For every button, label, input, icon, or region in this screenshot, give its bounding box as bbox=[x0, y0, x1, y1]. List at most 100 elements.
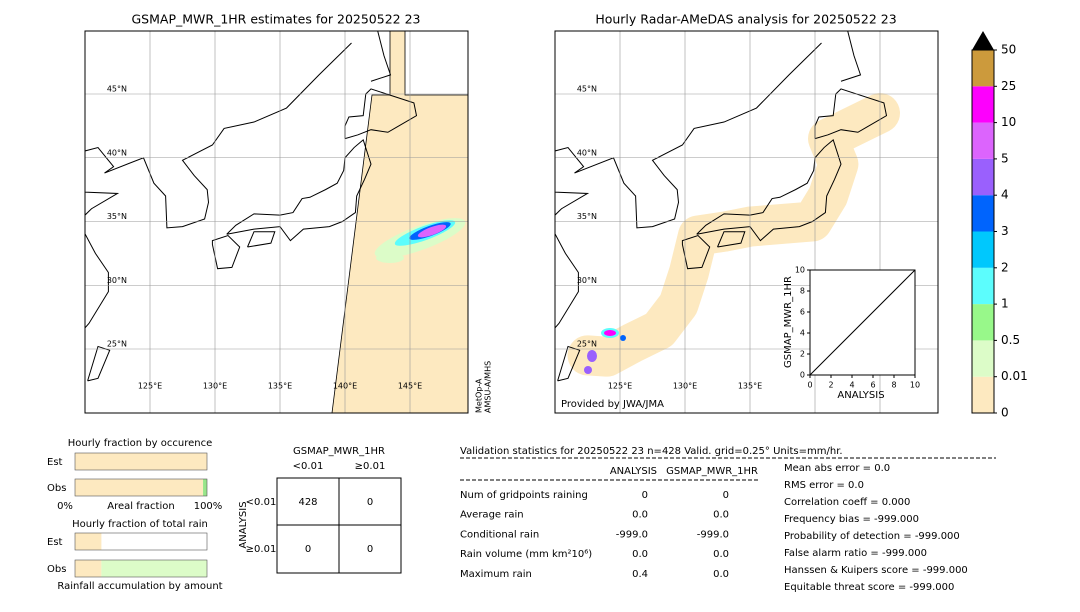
one-to-one bbox=[809, 269, 916, 376]
stats-col: ANALYSIS bbox=[610, 466, 657, 477]
fraction-bar bbox=[75, 533, 102, 550]
score: Probability of detection = -999.000 bbox=[784, 531, 960, 542]
occ-axis: 0% bbox=[57, 501, 73, 512]
ct-row: <0.01 bbox=[246, 497, 277, 508]
lat-label: 25°N bbox=[577, 340, 597, 349]
y-tick-label: 4 bbox=[800, 329, 805, 338]
lat-label: 40°N bbox=[577, 148, 597, 157]
coastline bbox=[717, 231, 746, 248]
coastline bbox=[555, 191, 590, 329]
colorbar-segment bbox=[972, 340, 994, 377]
stats-cell: 0.0 bbox=[632, 549, 648, 560]
colorbar-label: 0.5 bbox=[1001, 333, 1020, 347]
lon-label: 140°E bbox=[333, 382, 357, 391]
lat-label: 30°N bbox=[107, 276, 127, 285]
fraction-bar bbox=[101, 560, 207, 577]
swath bbox=[331, 31, 468, 413]
scatter-xlabel: ANALYSIS bbox=[837, 390, 884, 401]
x-tick-label: 6 bbox=[870, 381, 875, 390]
stats-cell: Num of gridpoints raining bbox=[460, 490, 588, 501]
map-frame bbox=[84, 30, 469, 414]
row-label: Est bbox=[47, 457, 63, 468]
lat-label: 40°N bbox=[107, 148, 127, 157]
colorbar-segment bbox=[972, 122, 994, 159]
lat-label: 45°N bbox=[107, 85, 127, 94]
stats-cell: Rain volume (mm km²10⁶) bbox=[460, 549, 592, 560]
coastline bbox=[211, 234, 241, 270]
y-tick-label: 10 bbox=[795, 266, 805, 275]
score: Mean abs error = 0.0 bbox=[784, 463, 890, 474]
fraction-bar bbox=[75, 453, 207, 470]
stats-cell: 0.0 bbox=[713, 510, 729, 521]
stats-cell: Maximum rain bbox=[460, 569, 532, 580]
left-map bbox=[85, 31, 468, 413]
lon-label: 135°E bbox=[738, 382, 762, 391]
colorbar-segment bbox=[972, 195, 994, 232]
ct-row: ≥0.01 bbox=[246, 544, 277, 555]
rain-area bbox=[587, 350, 597, 362]
left-title: GSMAP_MWR_1HR estimates for 20250522 23 bbox=[132, 12, 421, 27]
stats-cell: 0 bbox=[642, 490, 648, 501]
coastline bbox=[87, 345, 111, 382]
row-label: Obs bbox=[47, 483, 66, 494]
stats-cell: 0.0 bbox=[713, 569, 729, 580]
ct-header: GSMAP_MWR_1HR bbox=[293, 446, 385, 457]
lon-label: 145°E bbox=[398, 382, 422, 391]
lat-label: 25°N bbox=[107, 340, 127, 349]
colorbar-label: 25 bbox=[1001, 79, 1016, 93]
colorbar-label: 50 bbox=[1001, 43, 1016, 57]
lat-label: 35°N bbox=[107, 212, 127, 221]
stats-cell: -999.0 bbox=[697, 529, 729, 540]
coastline bbox=[840, 31, 862, 82]
ct-row-title: ANALYSIS bbox=[238, 501, 249, 548]
score: RMS error = 0.0 bbox=[784, 480, 864, 491]
fraction-bar bbox=[75, 479, 204, 496]
side-note: AMSU-A/MHS bbox=[484, 361, 493, 413]
stats-col: GSMAP_MWR_1HR bbox=[666, 466, 758, 477]
stats-cell: Conditional rain bbox=[460, 529, 539, 540]
ct-col: ≥0.01 bbox=[355, 461, 386, 472]
row-label: Obs bbox=[47, 564, 66, 575]
colorbar-label: 10 bbox=[1001, 115, 1016, 129]
coastline bbox=[696, 139, 842, 242]
side-note: MetOp-A bbox=[475, 378, 484, 413]
lon-label: 125°E bbox=[608, 382, 632, 391]
rain-area bbox=[376, 253, 404, 263]
x-tick-label: 8 bbox=[891, 381, 896, 390]
colorbar-label: 1 bbox=[1001, 297, 1009, 311]
colorbar-segment bbox=[972, 158, 994, 196]
right-map bbox=[555, 31, 938, 413]
stats-cell: 0.4 bbox=[632, 569, 648, 580]
colorbar-label: 2 bbox=[1001, 260, 1009, 274]
rain-area bbox=[620, 335, 626, 341]
colorbar-label: 0 bbox=[1001, 406, 1009, 420]
occ-axis: Areal fraction bbox=[107, 501, 174, 512]
lat-label: 30°N bbox=[577, 276, 597, 285]
lat-label: 35°N bbox=[577, 212, 597, 221]
bar-frame bbox=[74, 532, 208, 551]
colorbar-segment bbox=[972, 304, 994, 341]
credit: Provided by JWA/JMA bbox=[561, 399, 664, 410]
stats-title: Validation statistics for 20250522 23 n=… bbox=[460, 446, 843, 457]
ct-cell: 428 bbox=[298, 497, 317, 508]
ct-col: <0.01 bbox=[293, 461, 324, 472]
bar-frame bbox=[74, 452, 208, 471]
occ-title: Hourly fraction by occurence bbox=[68, 438, 212, 449]
y-tick-label: 8 bbox=[800, 287, 805, 296]
lat-label: 45°N bbox=[577, 85, 597, 94]
rain-area bbox=[417, 224, 447, 238]
colorbar-label: 5 bbox=[1001, 151, 1009, 165]
y-tick-label: 6 bbox=[800, 308, 805, 317]
colorbar-extend bbox=[972, 31, 994, 50]
colorbar-segment bbox=[972, 50, 994, 87]
coastline bbox=[370, 31, 392, 82]
bar-frame bbox=[74, 478, 208, 497]
coastline bbox=[557, 345, 581, 382]
colorbar-segment bbox=[972, 86, 994, 123]
stats-cell: 0.0 bbox=[713, 549, 729, 560]
x-tick-label: 4 bbox=[849, 381, 854, 390]
colorbar-label: 0.01 bbox=[1001, 369, 1028, 383]
rain-area bbox=[584, 366, 592, 374]
colorbar-segment bbox=[972, 376, 994, 413]
lon-label: 130°E bbox=[673, 382, 697, 391]
